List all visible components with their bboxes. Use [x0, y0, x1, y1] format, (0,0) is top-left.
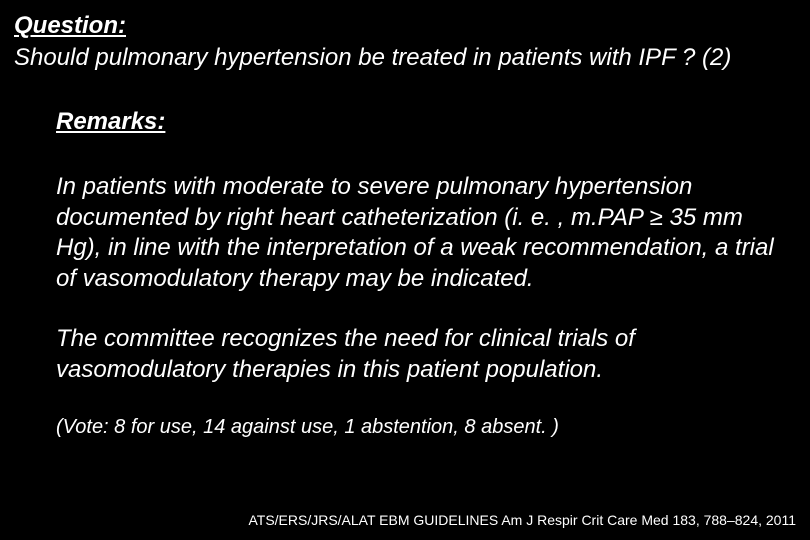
question-text: Should pulmonary hypertension be treated…: [14, 44, 731, 72]
remarks-paragraph-2: The committee recognizes the need for cl…: [56, 324, 774, 385]
citation-text: ATS/ERS/JRS/ALAT EBM GUIDELINES Am J Res…: [248, 512, 796, 528]
remarks-paragraph-1: In patients with moderate to severe pulm…: [56, 172, 774, 295]
vote-text: (Vote: 8 for use, 14 against use, 1 abst…: [56, 414, 774, 440]
question-label: Question:: [14, 12, 126, 40]
remarks-label: Remarks:: [56, 108, 165, 136]
slide: Question: Should pulmonary hypertension …: [0, 0, 810, 540]
